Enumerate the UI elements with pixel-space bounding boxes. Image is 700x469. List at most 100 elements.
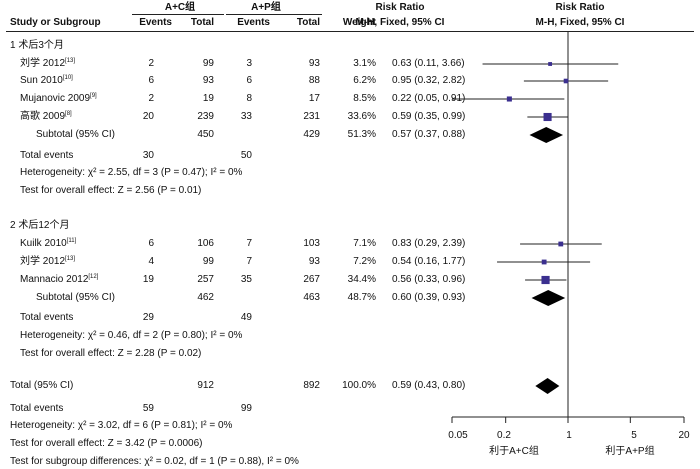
study-name: Sun 2010[10] xyxy=(20,75,73,86)
pooled-diamond xyxy=(531,290,566,306)
risk-ratio-ci: 0.59 (0.35, 0.99) xyxy=(392,111,466,122)
total-1: 19 xyxy=(202,93,214,104)
events-2: 35 xyxy=(240,274,252,285)
heterogeneity-1: Heterogeneity: χ² = 2.55, df = 3 (P = 0.… xyxy=(20,167,243,178)
overall-effect-1: Test for overall effect: Z = 2.56 (P = 0… xyxy=(20,185,202,196)
heterogeneity-2: Heterogeneity: χ² = 0.46, df = 2 (P = 0.… xyxy=(20,330,243,341)
weight: 7.2% xyxy=(353,256,376,267)
risk-ratio-ci: 0.22 (0.05, 0.91) xyxy=(392,93,466,104)
weight: 7.1% xyxy=(353,238,376,249)
total-1: 99 xyxy=(202,256,214,267)
study-col-header: Study or Subgroup xyxy=(10,17,101,28)
subtotal-ci: 0.57 (0.37, 0.88) xyxy=(392,129,466,140)
events-1: 4 xyxy=(148,256,154,267)
tick-label: 0.2 xyxy=(497,430,511,441)
events-header-2: Events xyxy=(237,17,270,28)
study-marker xyxy=(558,241,564,247)
subtotal-label: Subtotal (95% CI) xyxy=(36,129,115,140)
total-events-2: 50 xyxy=(240,150,252,161)
group1-underline xyxy=(132,14,224,15)
weight: 33.6% xyxy=(347,111,376,122)
total-2: 267 xyxy=(303,274,320,285)
rr-method: M-H, Fixed, 95% CI xyxy=(355,17,445,28)
study-marker xyxy=(543,112,552,122)
study-name: 刘学 2012[13] xyxy=(20,256,76,267)
grand-total-events-2: 99 xyxy=(240,403,252,414)
risk-ratio-ci: 0.54 (0.16, 1.77) xyxy=(392,256,466,267)
total-2: 103 xyxy=(303,238,320,249)
subtotal-ci: 0.60 (0.39, 0.93) xyxy=(392,292,466,303)
total-events-label: Total events xyxy=(20,150,74,161)
weight: 34.4% xyxy=(347,274,376,285)
tick-label: 0.05 xyxy=(448,430,468,441)
grand-weight: 100.0% xyxy=(342,380,376,391)
subgroup-differences: Test for subgroup differences: χ² = 0.02… xyxy=(10,456,299,467)
grand-total-1: 912 xyxy=(197,380,214,391)
weight: 6.2% xyxy=(353,75,376,86)
subgroup-2-title: 2 术后12个月 xyxy=(10,220,70,231)
tick-label: 5 xyxy=(631,430,637,441)
total-1: 239 xyxy=(197,111,214,122)
events-1: 6 xyxy=(148,75,154,86)
study-name: 刘学 2012[13] xyxy=(20,58,76,69)
subtotal-total-2: 429 xyxy=(303,129,320,140)
risk-ratio-ci: 0.56 (0.33, 0.96) xyxy=(392,274,466,285)
events-2: 7 xyxy=(246,238,252,249)
weight: 3.1% xyxy=(353,58,376,69)
events-header-1: Events xyxy=(139,17,172,28)
total-events-label: Total events xyxy=(20,312,74,323)
heterogeneity-total: Heterogeneity: χ² = 3.02, df = 6 (P = 0.… xyxy=(10,420,233,431)
study-marker xyxy=(541,259,547,265)
study-marker xyxy=(541,275,550,285)
subgroup-1-title: 1 术后3个月 xyxy=(10,40,64,51)
overall-effect-2: Test for overall effect: Z = 2.28 (P = 0… xyxy=(20,348,202,359)
study-name: Mujanovic 2009[9] xyxy=(20,93,97,104)
study-name: 高歌 2009[8] xyxy=(20,111,72,122)
total-2: 17 xyxy=(308,93,320,104)
events-1: 19 xyxy=(142,274,154,285)
study-name: Kuilk 2010[11] xyxy=(20,238,77,249)
group2-underline xyxy=(226,14,322,15)
events-2: 7 xyxy=(246,256,252,267)
total-2: 93 xyxy=(308,256,320,267)
pooled-diamond xyxy=(529,127,564,143)
risk-ratio-ci: 0.63 (0.11, 3.66) xyxy=(392,58,465,69)
events-2: 6 xyxy=(246,75,252,86)
pooled-diamond xyxy=(535,378,560,394)
subtotal-weight: 51.3% xyxy=(347,129,376,140)
weight: 8.5% xyxy=(353,93,376,104)
subtotal-total-2: 463 xyxy=(303,292,320,303)
events-1: 20 xyxy=(142,111,154,122)
events-1: 6 xyxy=(148,238,154,249)
total-1: 93 xyxy=(202,75,214,86)
study-name: Mannacio 2012[12] xyxy=(20,274,99,285)
total-events-1: 30 xyxy=(142,150,154,161)
tick-label: 1 xyxy=(566,430,572,441)
subtotal-label: Subtotal (95% CI) xyxy=(36,292,115,303)
events-2: 3 xyxy=(246,58,252,69)
rr-title: Risk Ratio xyxy=(375,2,425,13)
subtotal-weight: 48.7% xyxy=(347,292,376,303)
total-label: Total (95% CI) xyxy=(10,380,74,391)
total-1: 106 xyxy=(197,238,214,249)
study-marker xyxy=(506,96,512,102)
total-2: 88 xyxy=(308,75,320,86)
total-2: 93 xyxy=(308,58,320,69)
favours-right-label: 利于A+P组 xyxy=(605,446,655,457)
events-1: 2 xyxy=(148,93,154,104)
grand-total-events-1: 59 xyxy=(142,403,154,414)
total-events-2: 49 xyxy=(240,312,252,323)
events-1: 2 xyxy=(148,58,154,69)
risk-ratio-ci: 0.83 (0.29, 2.39) xyxy=(392,238,466,249)
grand-ci: 0.59 (0.43, 0.80) xyxy=(392,380,466,391)
rr-title-plot: Risk Ratio xyxy=(555,2,605,13)
header-rule xyxy=(6,31,694,32)
subtotal-total-1: 450 xyxy=(197,129,214,140)
events-2: 8 xyxy=(246,93,252,104)
grand-total-events-label: Total events xyxy=(10,403,64,414)
total-header-1: Total xyxy=(190,17,214,28)
group1-header: A+C组 xyxy=(164,2,196,13)
weight-header: Weight xyxy=(342,17,376,28)
favours-left-label: 利于A+C组 xyxy=(489,446,539,457)
